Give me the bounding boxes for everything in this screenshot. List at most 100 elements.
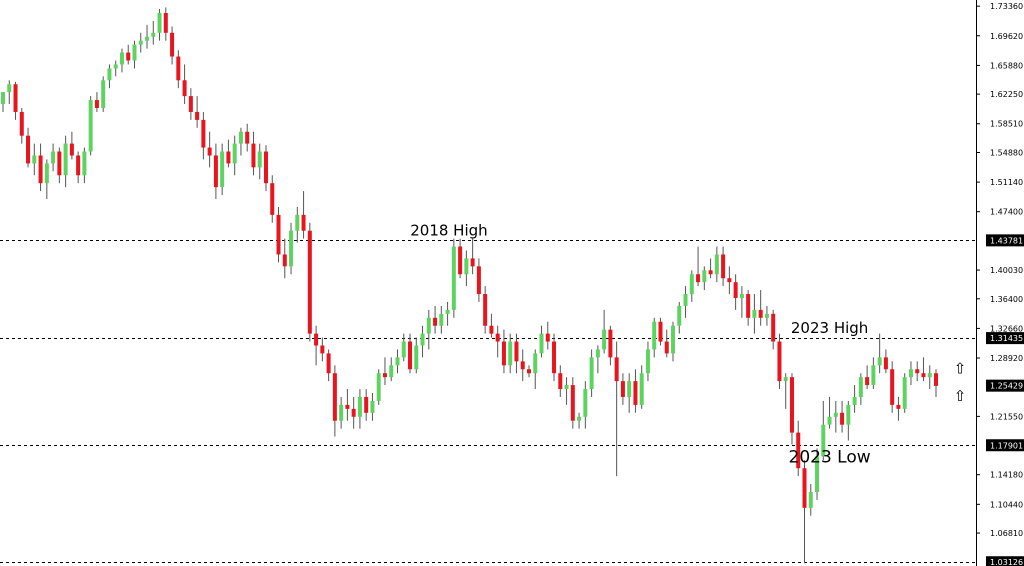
candle-bullish: [677, 305, 682, 326]
candle-bearish: [896, 404, 901, 409]
candle-bearish: [213, 155, 218, 188]
y-tick-label: 1.21550: [990, 412, 1023, 421]
candle-bearish: [170, 32, 175, 57]
candle-bearish: [664, 341, 669, 354]
candle-bearish: [245, 131, 250, 144]
candle-bullish: [902, 377, 907, 409]
candle-bullish: [508, 341, 513, 366]
candle-bullish: [113, 64, 118, 69]
candle-bearish: [76, 155, 81, 176]
y-tick-label: 1.36400: [990, 295, 1023, 304]
candle-bullish: [138, 40, 143, 45]
candle-bullish: [145, 36, 150, 41]
candle-bullish: [32, 155, 37, 164]
candle-bullish: [821, 424, 826, 457]
candle-bearish: [890, 369, 895, 405]
candle-bearish: [126, 52, 131, 61]
candle-bullish: [151, 32, 156, 37]
level-price-tag: 1.31435: [990, 334, 1023, 343]
candle-bullish: [764, 313, 769, 318]
level-price-tag: 1.17901: [990, 441, 1023, 450]
candle-bearish: [57, 151, 62, 176]
candle-bullish: [671, 325, 676, 354]
candle-bearish: [771, 313, 776, 342]
candle-bullish: [451, 246, 456, 310]
candle-bearish: [320, 345, 325, 354]
candle-bullish: [1, 92, 5, 105]
level-label: 2018 High: [410, 221, 487, 239]
candle-bearish: [458, 246, 463, 275]
candle-bullish: [689, 274, 694, 295]
y-tick-label: 1.73360: [990, 2, 1023, 11]
candle-bullish: [119, 52, 124, 65]
candle-bearish: [314, 333, 319, 346]
candle-bearish: [802, 468, 807, 508]
candle-bullish: [627, 381, 632, 397]
y-tick-label: 1.06810: [990, 529, 1023, 538]
candle-bullish: [577, 416, 582, 421]
candle-bearish: [382, 373, 387, 378]
candle-bearish: [608, 329, 613, 358]
candle-bullish: [289, 230, 294, 267]
candle-bullish: [539, 333, 544, 354]
candle-bullish: [589, 357, 594, 390]
candle-bullish: [401, 341, 406, 358]
candle-bearish: [526, 369, 531, 374]
candle-bearish: [545, 333, 550, 342]
candle-bearish: [69, 143, 74, 156]
candle-bearish: [195, 111, 200, 120]
candle-bearish: [777, 341, 782, 382]
candle-bullish: [238, 131, 243, 144]
candle-bullish: [827, 416, 832, 425]
candle-bullish: [652, 321, 657, 350]
candle-bullish: [420, 333, 425, 346]
y-tick-label: 1.54880: [990, 148, 1023, 157]
candle-bullish: [51, 151, 56, 164]
candle-bullish: [395, 357, 400, 366]
candle-bearish: [201, 119, 206, 148]
price-axis: 1.73360 1.69620 1.65880 1.62250 1.58510 1.548…: [976, 0, 1024, 566]
candle-bullish: [445, 309, 450, 314]
candle-bearish: [483, 294, 488, 326]
candle-bearish: [514, 341, 519, 362]
candle-bearish: [470, 258, 475, 267]
candle-bullish: [871, 365, 876, 386]
current-price-tag: 1.25429: [990, 382, 1023, 391]
candle-bearish: [332, 373, 337, 421]
y-tick-label: 1.69620: [990, 32, 1023, 41]
candle-bearish: [696, 274, 701, 283]
candle-bearish: [721, 254, 726, 279]
candle-bearish: [520, 361, 525, 370]
candle-bullish: [852, 396, 857, 405]
candle-bearish: [495, 333, 500, 342]
level-lines: [0, 240, 976, 563]
candle-bearish: [708, 270, 713, 275]
level-price-tag: 1.43781: [990, 236, 1023, 245]
y-tick-label: 1.58510: [990, 120, 1023, 129]
candle-bullish: [833, 412, 838, 417]
candle-bullish: [602, 329, 607, 350]
candle-bullish: [846, 404, 851, 425]
candle-bullish: [257, 151, 262, 168]
candle-bullish: [157, 12, 162, 33]
candle-bullish: [645, 349, 650, 374]
candle-bullish: [357, 396, 362, 417]
candles: [1, 7, 938, 564]
candle-bearish: [94, 100, 99, 108]
candle-bearish: [351, 408, 356, 417]
level-price-tag-bg: [986, 556, 1024, 566]
candle-bearish: [883, 357, 888, 370]
candle-bearish: [727, 278, 732, 283]
candle-bearish: [501, 341, 506, 366]
candle-bullish: [783, 377, 788, 382]
level-price-tag: 1.03126: [990, 558, 1023, 566]
y-tick-label: 1.14180: [990, 471, 1023, 480]
candle-bearish: [620, 381, 625, 397]
candle-bearish: [733, 282, 738, 299]
candle-bearish: [188, 96, 193, 112]
candle-bullish: [583, 389, 588, 417]
candle-bearish: [364, 396, 369, 413]
